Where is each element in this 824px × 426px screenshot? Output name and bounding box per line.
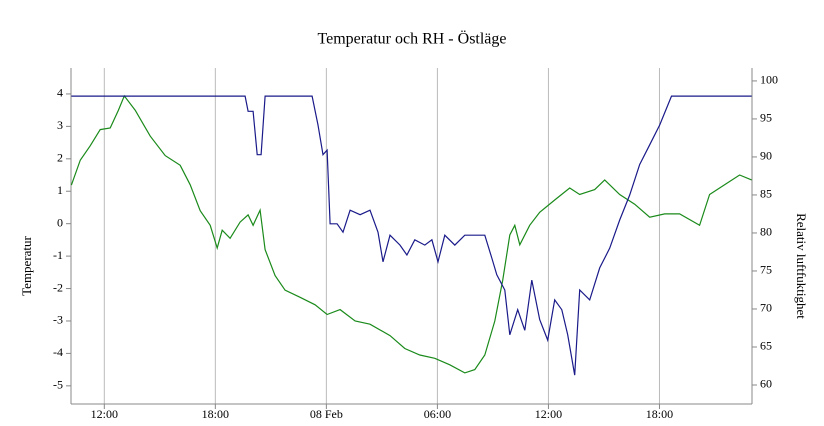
y2-tick-label: 85: [760, 187, 772, 201]
chart-title: Temperatur och RH - Östläge: [317, 30, 506, 48]
y-tick-label: -2: [53, 280, 63, 294]
y-tick-label: 4: [57, 86, 63, 100]
y-tick-label: 3: [57, 118, 63, 132]
x-tick-label: 08 Feb: [310, 407, 343, 421]
x-tick-label: 18:00: [202, 407, 229, 421]
y-axis-label: Temperatur: [19, 235, 34, 295]
x-tick-label: 12:00: [91, 407, 118, 421]
y2-tick-label: 75: [760, 263, 772, 277]
y-tick-label: -4: [53, 345, 63, 359]
y-tick-label: -5: [53, 378, 63, 392]
y-tick-label: -1: [53, 248, 63, 262]
y-tick-label: 0: [57, 215, 63, 229]
y2-tick-label: 95: [760, 111, 772, 125]
y2-tick-label: 60: [760, 377, 772, 391]
y-tick-label: 2: [57, 151, 63, 165]
y2-tick-label: 90: [760, 149, 772, 163]
y2-tick-label: 65: [760, 339, 772, 353]
x-tick-label: 06:00: [424, 407, 451, 421]
y-tick-label: 1: [57, 183, 63, 197]
series-line: [70, 94, 752, 374]
series-line: [71, 95, 752, 376]
y-tick-label: -3: [53, 313, 63, 327]
y2-axis-label: Relativ luftfuktighet: [794, 213, 809, 319]
y2-tick-label: 100: [760, 73, 778, 87]
y2-tick-label: 70: [760, 301, 772, 315]
x-tick-label: 18:00: [646, 407, 673, 421]
x-tick-label: 12:00: [535, 407, 562, 421]
y2-tick-label: 80: [760, 225, 772, 239]
